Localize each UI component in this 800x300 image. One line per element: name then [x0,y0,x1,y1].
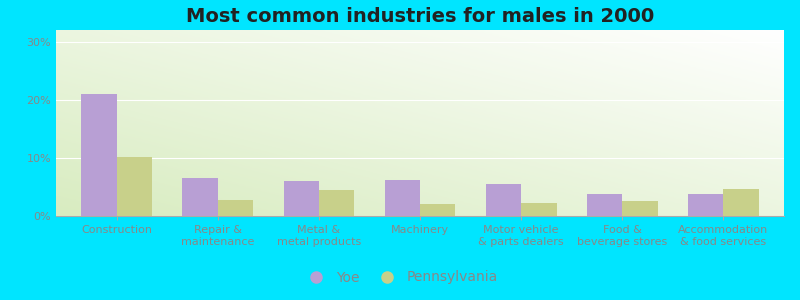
Bar [385,180,420,216]
Bar [82,94,117,216]
Title: Most common industries for males in 2000: Most common industries for males in 2000 [186,7,654,26]
Bar [218,200,253,216]
Bar [723,189,758,216]
Bar [319,190,354,216]
Bar [622,202,658,216]
Bar [117,157,152,216]
Bar [587,194,622,216]
Bar [182,178,218,216]
Legend: Yoe, Pennsylvania: Yoe, Pennsylvania [297,265,503,290]
Bar [283,181,319,216]
Bar [486,184,521,216]
Bar [688,194,723,216]
Bar [521,203,557,216]
Bar [420,204,455,216]
